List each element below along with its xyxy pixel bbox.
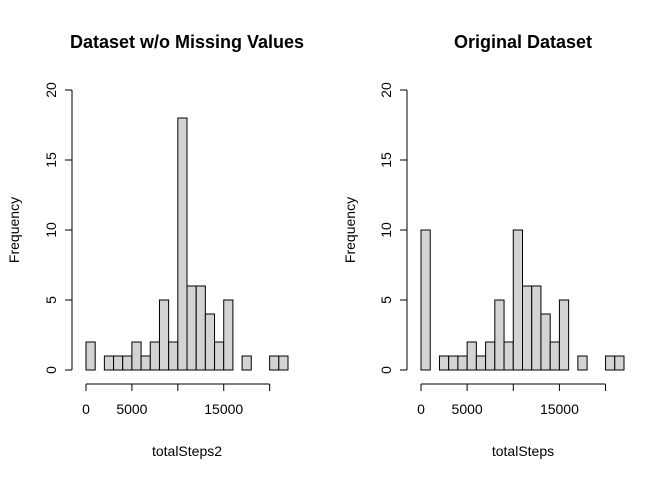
histogram-bar [149, 341, 160, 371]
histogram-bar [195, 285, 206, 371]
histogram-bar [223, 299, 234, 371]
histogram-bar [158, 299, 170, 371]
x-tick-label: 0 [417, 401, 425, 417]
histogram-bar [241, 355, 252, 371]
x-axis: 0 5000 15000 [417, 383, 607, 417]
histogram-bar [204, 313, 216, 371]
histogram-panel-left: Dataset w/o Missing Values totalSteps2 F… [6, 32, 304, 459]
y-tick-label: 20 [43, 82, 59, 98]
x-axis: 0 5000 15000 [82, 383, 271, 417]
histogram-bar [103, 355, 115, 371]
chart-title: Original Dataset [454, 32, 592, 52]
x-tick-label: 15000 [540, 401, 579, 417]
y-tick-label: 0 [378, 366, 394, 374]
bars-group [85, 117, 289, 371]
histogram-bar [177, 117, 188, 371]
histogram-bar [448, 355, 459, 371]
histogram-bar [140, 355, 151, 371]
histogram-bar [466, 341, 477, 371]
histogram-bar [577, 355, 588, 371]
chart-title: Dataset w/o Missing Values [70, 32, 304, 52]
y-axis: 0 5 10 15 20 [43, 82, 73, 374]
histogram-bar [457, 355, 468, 371]
y-tick-label: 5 [43, 296, 59, 304]
histogram-bar [214, 341, 225, 371]
y-tick-label: 15 [43, 152, 59, 168]
histogram-bar [540, 313, 551, 371]
histogram-bar [549, 341, 560, 371]
y-tick-label: 0 [43, 366, 59, 374]
histogram-bar [131, 341, 142, 371]
histogram-bar [278, 355, 289, 371]
histogram-bar [186, 285, 197, 371]
histogram-bar [269, 355, 280, 371]
histogram-bar [605, 355, 616, 371]
histogram-bar [85, 341, 96, 371]
histogram-bar [522, 285, 533, 371]
histogram-panel-right: Original Dataset totalSteps Frequency 0 5… [342, 32, 625, 459]
y-tick-label: 10 [43, 222, 59, 238]
histogram-bar [122, 355, 133, 371]
histogram-bar [494, 299, 505, 371]
histogram-bar [168, 341, 179, 371]
histogram-bar [614, 355, 625, 371]
histogram-bar [475, 355, 487, 371]
y-axis: 0 5 10 15 20 [378, 82, 408, 374]
x-axis-label: totalSteps2 [152, 443, 222, 459]
y-tick-label: 20 [378, 82, 394, 98]
histogram-bar [420, 229, 431, 371]
bars-group [420, 229, 625, 371]
y-axis-label: Frequency [342, 197, 358, 263]
x-axis-label: totalSteps [492, 443, 554, 459]
histogram-bar [485, 341, 496, 371]
histogram-bar [512, 229, 523, 371]
x-tick-label: 15000 [204, 401, 243, 417]
y-tick-label: 5 [378, 296, 394, 304]
histogram-bar [438, 355, 450, 371]
x-tick-label: 5000 [452, 401, 483, 417]
y-tick-label: 15 [378, 152, 394, 168]
y-tick-label: 10 [378, 222, 394, 238]
histogram-bar [503, 341, 514, 371]
histogram-bar [558, 299, 570, 371]
x-tick-label: 0 [82, 401, 90, 417]
histogram-bar [531, 285, 542, 371]
histogram-bar [113, 355, 124, 371]
x-tick-label: 5000 [116, 401, 147, 417]
y-axis-label: Frequency [6, 197, 22, 263]
